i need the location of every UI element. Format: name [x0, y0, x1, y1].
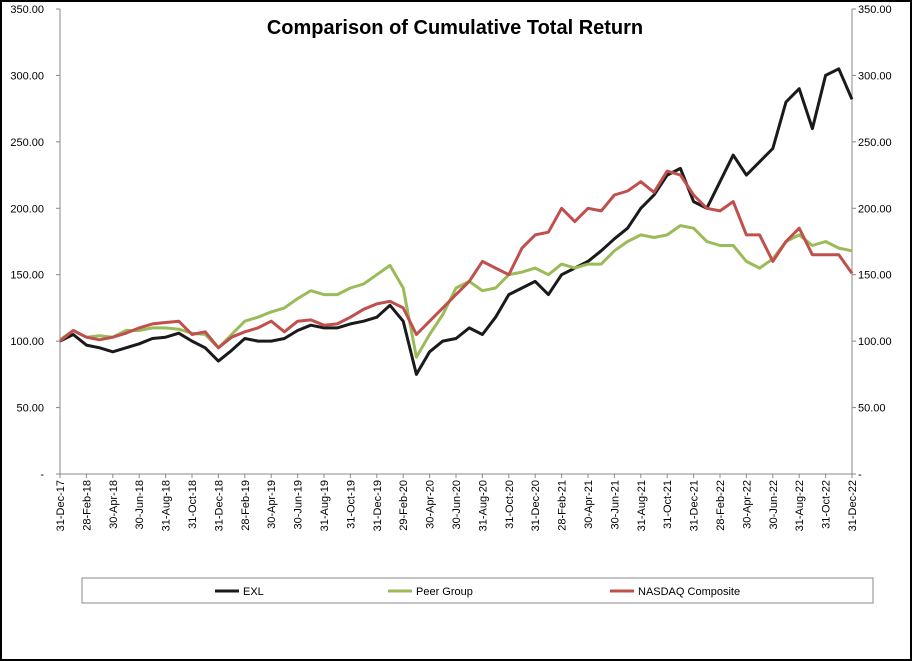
- y-tick-label: 150.00: [10, 270, 44, 282]
- x-tick-label: 31-Aug-19: [319, 480, 331, 531]
- x-tick-label: 30-Jun-22: [768, 480, 780, 530]
- x-tick-label: 31-Dec-20: [530, 480, 542, 531]
- y2-tick-label: 250.00: [858, 137, 892, 149]
- y2-tick-label: 50.00: [858, 403, 886, 415]
- y-tick-label: -: [40, 469, 44, 481]
- x-tick-label: 31-Aug-22: [794, 480, 806, 531]
- x-tick-label: 31-Oct-20: [504, 480, 516, 529]
- y-tick-label: 350.00: [10, 4, 44, 16]
- y2-tick-label: 100.00: [858, 336, 892, 348]
- y-tick-label: 300.00: [10, 70, 44, 82]
- y2-tick-label: 350.00: [858, 4, 892, 16]
- x-tick-label: 29-Feb-20: [398, 480, 410, 531]
- chart-title: Comparison of Cumulative Total Return: [267, 17, 643, 39]
- x-tick-label: 31-Aug-21: [636, 480, 648, 531]
- x-tick-label: 30-Jun-18: [134, 480, 146, 530]
- legend-box: [81, 577, 874, 604]
- x-tick-label: 31-Dec-18: [213, 480, 225, 531]
- x-tick-label: 30-Jun-21: [609, 480, 621, 530]
- x-tick-label: 30-Apr-20: [425, 480, 437, 529]
- x-tick-label: 31-Dec-21: [689, 480, 701, 531]
- legend-label: Peer Group: [416, 586, 473, 598]
- y-tick-label: 200.00: [10, 203, 44, 215]
- series-line: [59, 67, 854, 376]
- legend-label: NASDAQ Composite: [638, 586, 740, 598]
- x-tick-label: 31-Aug-20: [477, 480, 489, 531]
- series-line: [59, 169, 854, 350]
- x-tick-label: 31-Oct-21: [662, 480, 674, 529]
- x-tick-label: 28-Feb-18: [81, 480, 93, 531]
- x-tick-label: 31-Dec-17: [55, 480, 67, 531]
- x-tick-label: 30-Apr-22: [741, 480, 753, 529]
- x-tick-label: 30-Apr-21: [583, 480, 595, 529]
- y2-tick-label: -: [858, 469, 862, 481]
- x-tick-label: 31-Dec-22: [847, 480, 859, 531]
- y-tick-label: 250.00: [10, 137, 44, 149]
- x-tick-label: 31-Oct-18: [187, 480, 199, 529]
- x-tick-label: 28-Feb-22: [715, 480, 727, 531]
- x-tick-label: 30-Apr-18: [108, 480, 120, 529]
- x-tick-label: 28-Feb-21: [557, 480, 569, 531]
- y-tick-label: 100.00: [10, 336, 44, 348]
- y2-tick-label: 300.00: [858, 70, 892, 82]
- x-tick-label: 31-Aug-18: [161, 480, 173, 531]
- x-tick-label: 30-Jun-20: [451, 480, 463, 530]
- y2-tick-label: 200.00: [858, 203, 892, 215]
- x-tick-label: 30-Apr-19: [266, 480, 278, 529]
- y2-tick-label: 150.00: [858, 270, 892, 282]
- x-tick-label: 28-Feb-19: [240, 480, 252, 531]
- x-tick-label: 31-Oct-22: [821, 480, 833, 529]
- y-tick-label: 50.00: [16, 403, 44, 415]
- x-tick-label: 31-Oct-19: [345, 480, 357, 529]
- x-tick-label: 31-Dec-19: [372, 480, 384, 531]
- legend-label: EXL: [243, 586, 264, 598]
- x-tick-label: 30-Jun-19: [293, 480, 305, 530]
